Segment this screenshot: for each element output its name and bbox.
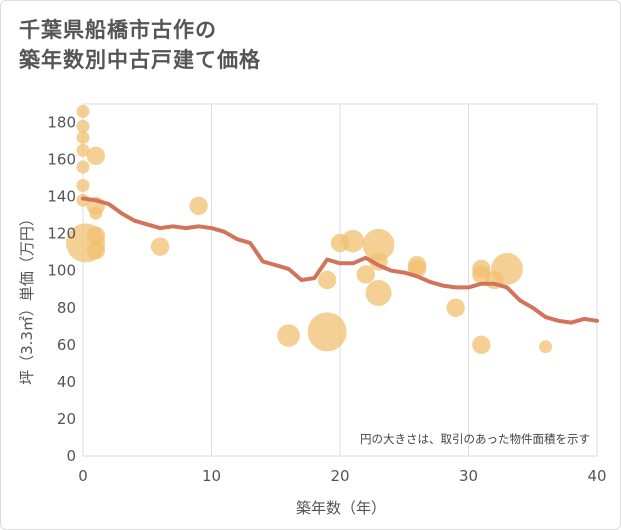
chart-title-line-1: 千葉県船橋市古作の [19, 18, 217, 42]
y-tick-label: 20 [57, 410, 76, 428]
data-point [472, 335, 491, 355]
x-tick-label: 30 [459, 467, 478, 485]
x-tick-label: 20 [330, 467, 349, 485]
y-tick-label: 80 [57, 299, 76, 317]
series-line-average [81, 196, 599, 325]
data-point [86, 241, 106, 260]
grid [82, 103, 598, 457]
y-tick-label: 100 [47, 262, 76, 280]
data-point [86, 226, 106, 245]
data-point [76, 179, 90, 193]
chart-title: 千葉県船橋市古作の 築年数別中古戸建て価格 [19, 15, 261, 75]
data-point [539, 340, 553, 354]
data-point [76, 143, 90, 157]
y-tick-label: 40 [57, 373, 76, 391]
bubble-layer [66, 104, 553, 355]
data-point [356, 265, 375, 284]
tick-labels: 0 10 20 30 40 0 20 40 60 80 100 120 140 160 180 [47, 114, 606, 485]
x-tick-label: 10 [202, 467, 221, 485]
y-tick-label: 0 [66, 447, 76, 465]
y-tick-label: 180 [47, 114, 76, 132]
x-tick-label: 0 [78, 467, 88, 485]
size-note: 円の大きさは、取引のあった物件面積を示す [360, 432, 590, 446]
data-point [86, 146, 106, 166]
y-tick-label: 60 [57, 336, 76, 354]
chart-title-line-2: 築年数別中古戸建て価格 [19, 48, 261, 72]
data-point [446, 298, 465, 317]
y-axis-label: 坪（3.3㎡）単価（万円） [18, 211, 36, 385]
data-point [89, 206, 103, 220]
y-tick-label: 160 [47, 151, 76, 169]
trend-layer [81, 196, 599, 325]
x-tick-label: 40 [587, 467, 606, 485]
data-point [76, 119, 90, 133]
data-point [76, 104, 90, 118]
data-point [76, 130, 90, 144]
y-tick-label: 140 [47, 188, 76, 206]
data-point [277, 324, 300, 347]
data-point [491, 252, 523, 285]
data-point [150, 237, 170, 256]
x-axis-label: 築年数（年） [296, 499, 386, 517]
y-tick-label: 120 [47, 225, 76, 243]
data-point [365, 279, 392, 306]
data-point [189, 196, 208, 216]
data-point [362, 228, 395, 261]
data-point [307, 312, 347, 352]
data-point [76, 160, 90, 174]
data-point [317, 270, 337, 290]
data-point [341, 229, 365, 253]
